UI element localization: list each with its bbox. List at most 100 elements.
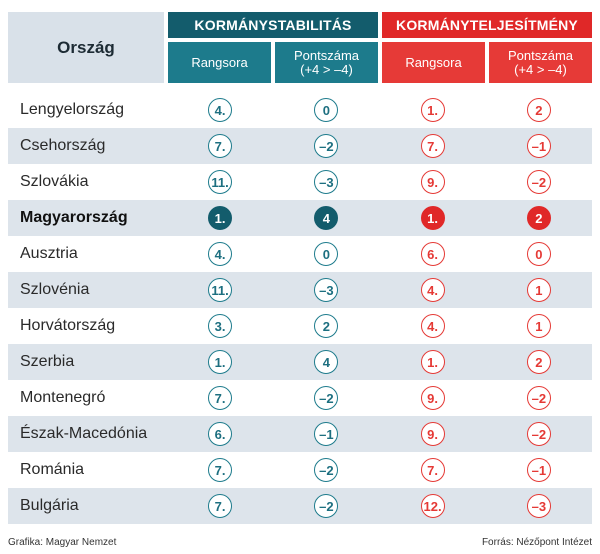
stability-score-badge: 2 xyxy=(314,314,339,338)
performance-rank-badge: 1. xyxy=(420,98,445,122)
performance-score-cell: 0 xyxy=(486,242,592,266)
country-name: Észak-Macedónia xyxy=(20,425,148,442)
stability-rank-badge: 6. xyxy=(208,422,233,446)
stability-rank-cell: 7. xyxy=(167,458,273,482)
performance-rank-cell: 9. xyxy=(379,170,485,194)
stability-score-cell: –2 xyxy=(273,458,379,482)
stability-score-cell: –3 xyxy=(273,170,379,194)
performance-rank-badge: 9. xyxy=(420,386,445,410)
performance-title: KORMÁNYTELJESÍTMÉNY xyxy=(382,12,592,38)
performance-rank-badge: 7. xyxy=(420,134,445,158)
table-row: Csehország 7. –2 7. –1 xyxy=(8,128,592,164)
stability-score-badge: –1 xyxy=(314,422,339,446)
table-row: Horvátország 3. 2 4. 1 xyxy=(8,308,592,344)
stability-rank-badge: 1. xyxy=(208,206,233,230)
stability-score-badge: –3 xyxy=(314,170,339,194)
table-row: Lengyelország 4. 0 1. 2 xyxy=(8,92,592,128)
stability-score-cell: 0 xyxy=(273,98,379,122)
performance-score-cell: –1 xyxy=(486,458,592,482)
table-row: Szlovákia 11. –3 9. –2 xyxy=(8,164,592,200)
stability-score-badge: 0 xyxy=(314,98,339,122)
stability-score-cell: –2 xyxy=(273,386,379,410)
table-body: Lengyelország 4. 0 1. 2 Csehország 7. –2 7. –1 Szl… xyxy=(8,92,592,524)
country-name: Szerbia xyxy=(20,353,75,370)
performance-rank-badge: 7. xyxy=(420,458,445,482)
table-row: Bulgária 7. –2 12. –3 xyxy=(8,488,592,524)
performance-score-cell: 2 xyxy=(486,350,592,374)
country-name: Bulgária xyxy=(20,497,79,514)
stability-rank-badge: 4. xyxy=(208,98,233,122)
stability-rank-badge: 11. xyxy=(208,170,233,194)
stability-score-cell: –2 xyxy=(273,494,379,518)
graphic-credit: Grafika: Magyar Nemzet xyxy=(8,537,117,548)
stability-rank-cell: 7. xyxy=(167,386,273,410)
performance-rank-cell: 1. xyxy=(379,350,485,374)
stability-score-cell: –1 xyxy=(273,422,379,446)
performance-rank-cell: 9. xyxy=(379,386,485,410)
country-name: Szlovénia xyxy=(20,281,90,298)
stability-rank-badge: 3. xyxy=(208,314,233,338)
performance-score-cell: –2 xyxy=(486,170,592,194)
table-row: Magyarország 1. 4 1. 2 xyxy=(8,200,592,236)
stability-rank-badge: 7. xyxy=(208,134,233,158)
stability-score-badge: –3 xyxy=(314,278,339,302)
stability-rank-badge: 7. xyxy=(208,386,233,410)
table-row: Észak-Macedónia 6. –1 9. –2 xyxy=(8,416,592,452)
country-name: Horvátország xyxy=(20,317,116,334)
performance-score-badge: 2 xyxy=(526,206,551,230)
stability-score-cell: –3 xyxy=(273,278,379,302)
stability-rank-badge: 1. xyxy=(208,350,233,374)
country-name: Csehország xyxy=(20,137,106,154)
country-name: Szlovákia xyxy=(20,173,89,190)
table-row: Ausztria 4. 0 6. 0 xyxy=(8,236,592,272)
country-name: Montenegró xyxy=(20,389,106,406)
country-name: Magyarország xyxy=(20,209,128,226)
performance-rank-badge: 1. xyxy=(420,350,445,374)
performance-score-badge: –2 xyxy=(526,386,551,410)
performance-score-cell: 2 xyxy=(486,98,592,122)
performance-score-cell: –1 xyxy=(486,134,592,158)
performance-rank-badge: 12. xyxy=(420,494,445,518)
performance-rank-badge: 4. xyxy=(420,278,445,302)
performance-score-cell: –2 xyxy=(486,386,592,410)
stability-score-badge: 0 xyxy=(314,242,339,266)
stability-score-badge: –2 xyxy=(314,494,339,518)
stability-score-badge: 4 xyxy=(314,206,339,230)
stability-score-badge: 4 xyxy=(314,350,339,374)
performance-rank-cell: 4. xyxy=(379,278,485,302)
performance-score-header: Pontszáma (+4 > –4) xyxy=(489,42,592,83)
stability-rank-cell: 4. xyxy=(167,98,273,122)
stability-rank-cell: 4. xyxy=(167,242,273,266)
score-label-line1: Pontszáma xyxy=(507,47,574,63)
stability-rank-badge: 4. xyxy=(208,242,233,266)
performance-rank-cell: 7. xyxy=(379,458,485,482)
performance-score-badge: –2 xyxy=(526,170,551,194)
performance-rank-badge: 6. xyxy=(420,242,445,266)
performance-score-badge: –1 xyxy=(526,458,551,482)
stability-score-cell: 4 xyxy=(273,206,379,230)
performance-score-badge: 1 xyxy=(526,278,551,302)
stability-score-cell: 2 xyxy=(273,314,379,338)
performance-rank-badge: 1. xyxy=(420,206,445,230)
stability-rank-cell: 11. xyxy=(167,170,273,194)
performance-rank-cell: 1. xyxy=(379,98,485,122)
footer: Grafika: Magyar Nemzet Forrás: Nézőpont … xyxy=(8,537,592,548)
performance-score-badge: –3 xyxy=(526,494,551,518)
stability-group: KORMÁNYSTABILITÁS Rangsora Pontszáma (+4… xyxy=(168,12,378,83)
stability-score-cell: 4 xyxy=(273,350,379,374)
stability-rank-cell: 7. xyxy=(167,494,273,518)
performance-score-cell: 2 xyxy=(486,206,592,230)
table-row: Montenegró 7. –2 9. –2 xyxy=(8,380,592,416)
stability-rank-badge: 7. xyxy=(208,494,233,518)
stability-rank-cell: 3. xyxy=(167,314,273,338)
stability-score-badge: –2 xyxy=(314,386,339,410)
performance-score-cell: 1 xyxy=(486,314,592,338)
table-row: Szerbia 1. 4 1. 2 xyxy=(8,344,592,380)
stability-rank-cell: 1. xyxy=(167,206,273,230)
performance-score-badge: –1 xyxy=(526,134,551,158)
performance-score-badge: 2 xyxy=(526,98,551,122)
stability-score-cell: –2 xyxy=(273,134,379,158)
stability-title: KORMÁNYSTABILITÁS xyxy=(168,12,378,38)
country-column-header: Ország xyxy=(8,12,164,83)
score-label-line2: (+4 > –4) xyxy=(300,61,353,77)
